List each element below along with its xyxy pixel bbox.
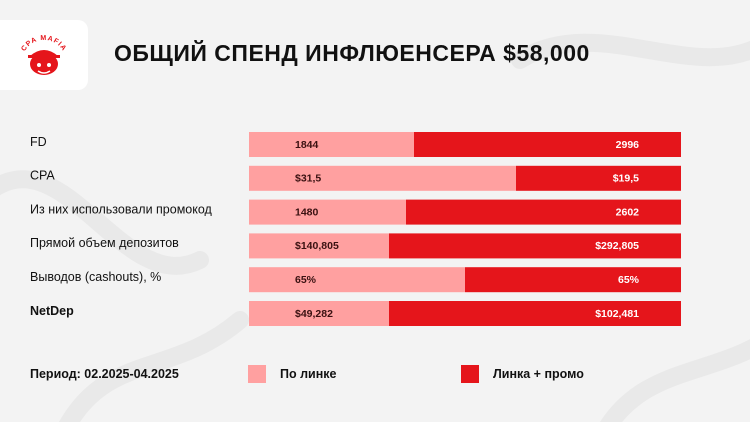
bar-segment-link-promo	[406, 199, 681, 225]
bar-segment-link-promo	[389, 301, 681, 326]
bar-segment-link-promo	[516, 165, 681, 191]
bar-segment-link	[249, 199, 406, 225]
legend-swatch-link-promo	[461, 365, 479, 383]
data-label-link: 65%	[295, 274, 317, 286]
period-label: Период: 02.2025-04.2025	[30, 367, 179, 381]
legend-swatch-link	[248, 365, 266, 383]
bar-segment-link	[249, 132, 414, 157]
data-label-link-promo: 65%	[618, 274, 640, 286]
category-label: CPA	[30, 169, 55, 183]
data-label-link-promo: $19,5	[613, 173, 639, 185]
data-label-link: $140,805	[295, 240, 339, 252]
page-title: ОБЩИЙ СПЕНД ИНФЛЮЕНСЕРА $58,000	[114, 40, 590, 66]
category-label: Выводов (cashouts), %	[30, 270, 161, 284]
bar-segment-link	[249, 267, 465, 293]
data-label-link: $49,282	[295, 308, 333, 320]
category-label: Из них использовали промокод	[30, 202, 213, 216]
bar-segment-link	[249, 233, 389, 259]
data-label-link-promo: $292,805	[595, 240, 639, 252]
data-label-link: 1844	[295, 139, 319, 151]
legend-label-link-promo: Линка + промо	[493, 367, 584, 381]
legend-label-link: По линке	[280, 367, 337, 381]
data-label-link: 1480	[295, 206, 319, 218]
category-label: FD	[30, 135, 47, 149]
bar-segment-link	[249, 165, 516, 191]
data-label-link-promo: 2602	[616, 206, 640, 218]
bar-segment-link-promo	[389, 233, 681, 259]
bar-segment-link-promo	[414, 132, 681, 157]
data-label-link: $31,5	[295, 173, 321, 185]
legend-item-link-promo: Линка + промо	[461, 364, 584, 384]
legend-item-link: По линке	[248, 364, 336, 384]
category-label: Прямой объем депозитов	[30, 236, 179, 250]
bar-segment-link	[249, 301, 389, 326]
bar-segment-link-promo	[465, 267, 681, 293]
data-label-link-promo: 2996	[616, 139, 640, 151]
category-label: NetDep	[30, 304, 74, 318]
brand-logo: CPA MAFIA	[0, 20, 88, 90]
data-label-link-promo: $102,481	[595, 308, 639, 320]
mafia-mascot-icon: CPA MAFIA	[20, 35, 67, 75]
